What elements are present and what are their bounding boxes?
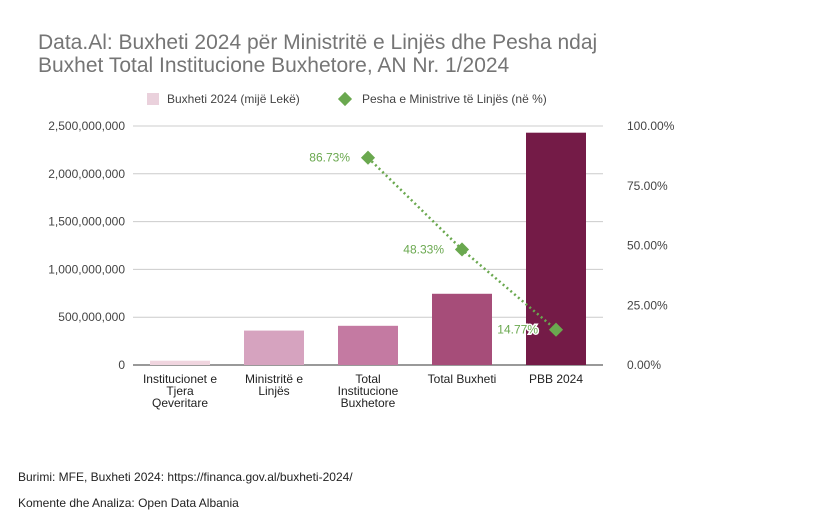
y-left-tick-label: 0 [118,358,125,372]
chart-title-line-2: Buxhet Total Institucione Buxhetore, AN … [38,54,510,77]
bar [338,325,398,365]
y-left-tick-label: 500,000,000 [58,310,125,324]
y-right-tick-label: 25.00% [627,298,668,312]
x-category-label: Total Buxheti [428,372,497,386]
legend: Buxheti 2024 (mijë Lekë) Pesha e Ministri… [147,91,547,107]
chart-svg: 0 500,000,000 1,000,000,000 1,500,000,000 2,… [48,91,675,410]
legend-bar-label: Buxheti 2024 (mijë Lekë) [167,92,300,106]
analysis-note: Komente dhe Analiza: Open Data Albania [18,496,239,510]
legend-bar-swatch [147,93,159,105]
source-note: Burimi: MFE, Buxheti 2024: https://finan… [18,470,353,484]
y-right-tick-label: 0.00% [627,358,661,372]
y-right-tick-label: 50.00% [627,239,668,253]
weight-point-marker [454,242,470,257]
weight-point-marker [548,322,564,337]
legend-line-label: Pesha e Ministrive të Linjës (në %) [362,92,547,106]
y-left-tick-label: 2,000,000,000 [48,167,125,181]
legend-line-marker [337,91,353,107]
weight-data-label: 86.73% [309,151,350,165]
weight-data-label: 48.33% [403,242,444,256]
bar [432,293,492,365]
weight-line-series: 86.73% 48.33% 14.77% [309,150,564,338]
weight-data-label: 14.77% [497,323,538,337]
y-left-tick-label: 2,500,000,000 [48,119,125,133]
x-category-label: Institucionet e Tjera Qeveritare [143,372,217,410]
bars [150,132,586,365]
y-right-tick-label: 100.00% [627,119,675,133]
x-category-label: Ministritë e Linjës [245,372,303,398]
x-category-label: Total Institucione Buxhetore [338,372,399,410]
bar [150,360,210,365]
bar [244,330,304,365]
y-left-tick-label: 1,500,000,000 [48,215,125,229]
chart-title-line-1: Data.Al: Buxheti 2024 për Ministritë e L… [38,31,598,54]
chart-title: Data.Al: Buxheti 2024 për Ministritë e L… [38,31,778,77]
y-right-tick-label: 75.00% [627,179,668,193]
y-left-tick-label: 1,000,000,000 [48,262,125,276]
weight-point-marker [360,150,376,165]
x-category-label: PBB 2024 [529,372,583,386]
axes: 0 500,000,000 1,000,000,000 1,500,000,000 2,… [48,119,674,410]
